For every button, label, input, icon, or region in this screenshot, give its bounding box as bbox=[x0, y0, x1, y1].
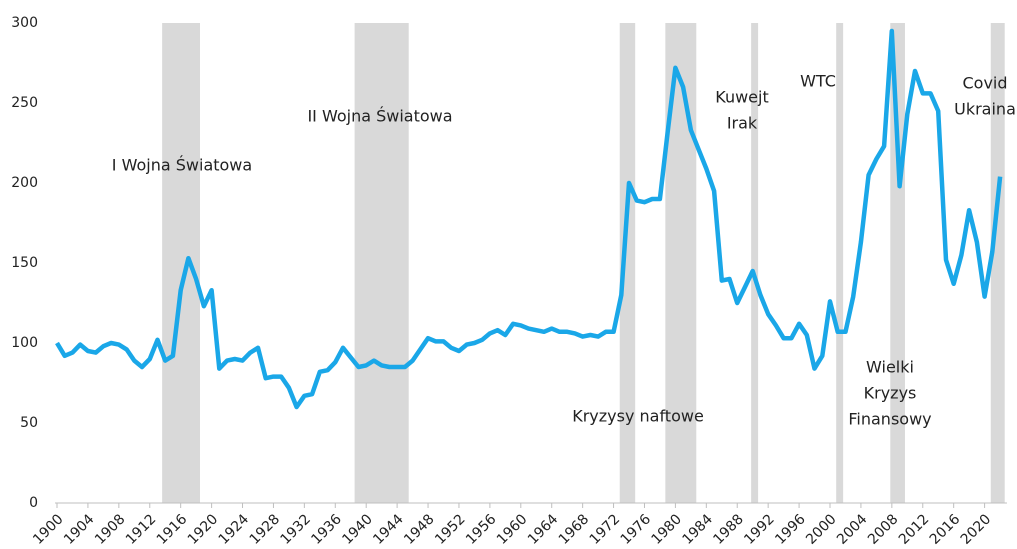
annotation: Kryzysy naftowe bbox=[572, 407, 704, 426]
x-tick-label: 2008 bbox=[865, 511, 902, 548]
x-tick-label: 1960 bbox=[494, 511, 531, 548]
x-tick-label: 2020 bbox=[958, 511, 995, 548]
x-tick-label: 1952 bbox=[432, 511, 469, 548]
y-tick-label: 300 bbox=[11, 15, 38, 31]
x-tick-label: 1932 bbox=[278, 511, 315, 548]
x-tick-label: 1948 bbox=[401, 511, 438, 548]
annotation: Ukraina bbox=[954, 100, 1016, 119]
x-tick-label: 1984 bbox=[679, 511, 716, 548]
x-tick-label: 1904 bbox=[61, 511, 98, 548]
shaded-period bbox=[836, 23, 844, 503]
x-tick-label: 1908 bbox=[92, 511, 129, 548]
x-tick-label: 2004 bbox=[834, 511, 871, 548]
x-tick-label: 1920 bbox=[185, 511, 222, 548]
annotation: Covid bbox=[962, 74, 1007, 93]
x-tick-label: 2016 bbox=[927, 511, 964, 548]
annotation: WTC bbox=[800, 72, 836, 91]
x-tick-label: 1992 bbox=[741, 511, 778, 548]
y-tick-label: 250 bbox=[11, 95, 38, 111]
x-tick-label: 1900 bbox=[30, 511, 67, 548]
shaded-period bbox=[990, 23, 1005, 503]
x-tick-label: 1976 bbox=[618, 511, 655, 548]
shaded-period bbox=[162, 23, 201, 503]
x-tick-label: 1912 bbox=[123, 511, 160, 548]
x-tick-label: 1988 bbox=[710, 511, 747, 548]
shaded-period bbox=[619, 23, 636, 503]
x-tick-label: 1924 bbox=[216, 511, 253, 548]
x-tick-label: 1972 bbox=[587, 511, 624, 548]
annotation: II Wojna Światowa bbox=[307, 107, 452, 126]
annotation: Finansowy bbox=[848, 410, 931, 429]
x-tick-label: 1940 bbox=[339, 511, 376, 548]
shaded-period bbox=[751, 23, 759, 503]
y-tick-label: 200 bbox=[11, 175, 38, 191]
x-tick-label: 1980 bbox=[649, 511, 686, 548]
data-line bbox=[55, 28, 1003, 410]
shaded-period bbox=[890, 23, 905, 503]
x-tick-label: 1936 bbox=[308, 511, 345, 548]
x-tick-label: 1916 bbox=[154, 511, 191, 548]
shaded-period bbox=[354, 23, 409, 503]
annotation: Kuwejt bbox=[715, 88, 768, 107]
x-tick-label: 1968 bbox=[556, 511, 593, 548]
x-tick-label: 1944 bbox=[370, 511, 407, 548]
x-tick-label: 1956 bbox=[463, 511, 500, 548]
x-tick-label: 1928 bbox=[247, 511, 284, 548]
annotation: Irak bbox=[727, 114, 758, 133]
y-tick-label: 150 bbox=[11, 255, 38, 271]
annotation: I Wojna Światowa bbox=[112, 156, 252, 175]
x-tick-label: 2012 bbox=[896, 511, 933, 548]
y-tick-label: 0 bbox=[29, 495, 38, 511]
y-tick-label: 50 bbox=[20, 415, 38, 431]
x-tick-label: 1964 bbox=[525, 511, 562, 548]
annotation: Kryzys bbox=[864, 384, 917, 403]
x-tick-label: 2000 bbox=[803, 511, 840, 548]
y-tick-label: 100 bbox=[11, 335, 38, 351]
annotation: Wielki bbox=[866, 358, 914, 377]
x-tick-label: 1996 bbox=[772, 511, 809, 548]
